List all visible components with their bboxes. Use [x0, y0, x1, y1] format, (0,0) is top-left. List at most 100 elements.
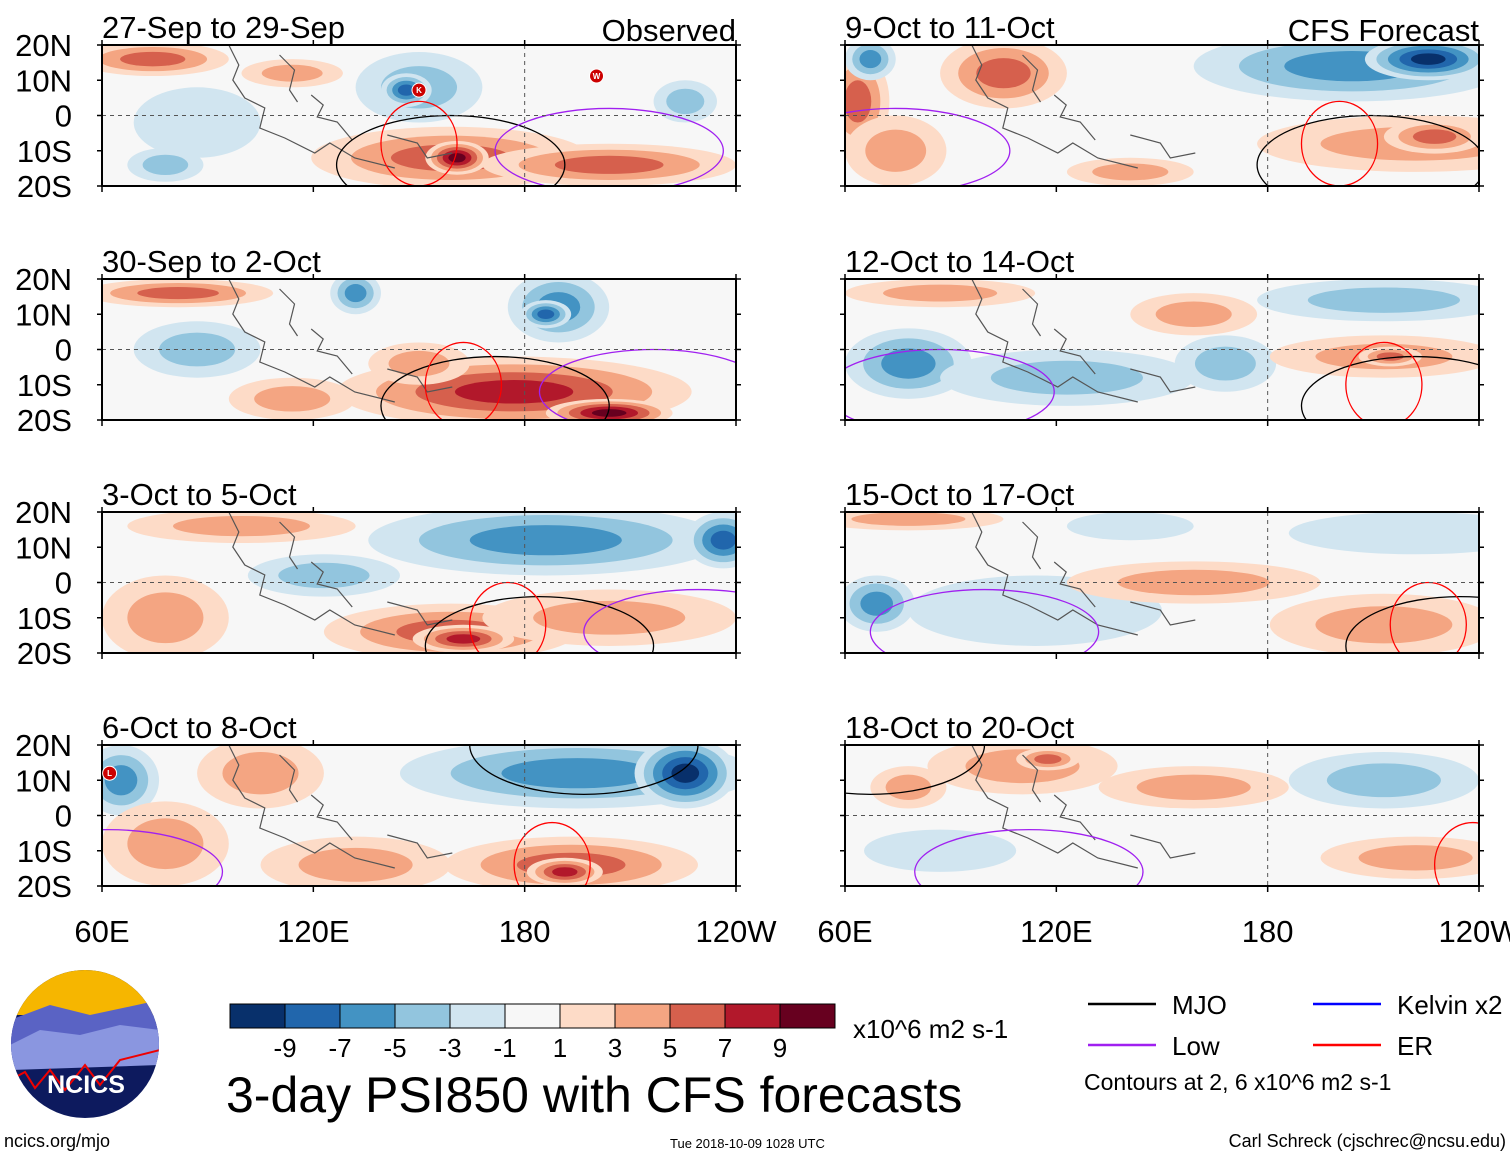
coastline	[228, 279, 453, 403]
x-tick-label: 120W	[696, 914, 778, 949]
anomaly-contour-fill	[454, 380, 574, 404]
field-layer	[845, 512, 1479, 653]
anomaly-contour-fill	[501, 758, 654, 789]
anomaly-contour-fill	[222, 752, 299, 795]
anomaly-contour-fill	[859, 50, 882, 69]
anomaly-contour-fill	[127, 818, 204, 870]
anomaly-contour-fill	[1117, 569, 1270, 596]
cyclone-marker-label: L	[107, 769, 112, 778]
anomaly-contour-fill	[533, 600, 686, 635]
anomaly-contour-fill	[1288, 512, 1479, 555]
logo-ridge	[11, 1049, 159, 1092]
colorbar-units: x10^6 m2 s-1	[853, 1014, 1009, 1044]
legend-label: Kelvin x2	[1397, 990, 1503, 1020]
column-label: Observed	[602, 13, 736, 48]
anomaly-contour-fill	[278, 562, 370, 589]
anomaly-contour-fill	[261, 64, 323, 82]
anomaly-contour-fill	[537, 309, 555, 319]
field-layer	[845, 45, 1479, 186]
wave-filter-contour	[845, 107, 1011, 186]
x-tick-label: 120W	[1439, 914, 1510, 949]
anomaly-contour-fill	[1410, 53, 1446, 65]
wave-filter-contour	[424, 341, 503, 420]
anomaly-contour-fill	[159, 332, 236, 367]
colorbar-tick-label: 3	[608, 1033, 622, 1063]
y-tick-label: 20N	[15, 262, 72, 297]
wave-filter-contour	[102, 828, 224, 886]
anomaly-contour-fill	[990, 360, 1143, 395]
wave-filter-contour	[494, 107, 724, 186]
anomaly-contour-fill	[173, 515, 310, 537]
anomaly-contour-fill	[1066, 512, 1194, 541]
colorbar-tick-label: -5	[383, 1033, 406, 1063]
panel-title: 6-Oct to 8-Oct	[102, 710, 297, 745]
colorbar-tick-label: 9	[773, 1033, 787, 1063]
panel-title: 15-Oct to 17-Oct	[845, 477, 1075, 512]
field-layer	[102, 512, 736, 653]
coastline	[971, 745, 1196, 869]
y-tick-label: 10N	[15, 63, 72, 98]
contour-note: Contours at 2, 6 x10^6 m2 s-1	[1084, 1069, 1392, 1095]
x-tick-label: 60E	[817, 914, 872, 949]
wave-filter-contour	[538, 348, 736, 420]
anomaly-contour-fill	[885, 774, 932, 800]
field-layer	[102, 45, 736, 186]
y-tick-label: 0	[55, 566, 72, 601]
anomaly-contour-fill	[851, 512, 966, 526]
colorbar-tick-label: 7	[718, 1033, 732, 1063]
colorbar-tick-label: -7	[328, 1033, 351, 1063]
colorbar-tick-label: 5	[663, 1033, 677, 1063]
legend-label: ER	[1397, 1031, 1433, 1061]
wave-filter-contour	[513, 821, 591, 886]
anomaly-contour-fill	[883, 284, 998, 302]
anomaly-contour-fill	[864, 829, 1017, 872]
anomaly-contour-fill	[133, 87, 261, 158]
y-tick-label: 10N	[15, 530, 72, 565]
colorbar-swatch	[614, 1003, 671, 1029]
legend-label: Low	[1172, 1031, 1220, 1061]
field-layer	[845, 279, 1479, 420]
wave-filter-contour	[583, 588, 736, 653]
anomaly-contour-fill	[1155, 301, 1232, 327]
wave-filter-contour	[469, 581, 547, 653]
x-tick-label: 180	[1242, 914, 1294, 949]
figure-title: 3-day PSI850 with CFS forecasts	[226, 1067, 963, 1123]
wave-filter-contour	[1433, 821, 1479, 886]
colorbar-swatch	[449, 1003, 506, 1029]
anomaly-contour-fill	[469, 525, 622, 556]
cyclone-marker-label: K	[416, 86, 422, 95]
footer-url[interactable]: ncics.org/mjo	[4, 1131, 111, 1151]
y-tick-label: 20S	[17, 636, 72, 671]
x-tick-label: 60E	[74, 914, 129, 949]
legend-label: MJO	[1172, 990, 1227, 1020]
x-tick-label: 120E	[1020, 914, 1092, 949]
anomaly-contour-fill	[1307, 287, 1460, 313]
colorbar-swatch	[504, 1003, 561, 1029]
anomaly-contour-fill	[591, 409, 627, 417]
wave-filter-contour	[1300, 355, 1479, 420]
footer-timestamp: Tue 2018-10-09 1028 UTC	[670, 1136, 825, 1151]
cyclone-marker	[589, 68, 605, 84]
anomaly-contour-fill	[120, 51, 186, 67]
cyclone-marker	[102, 765, 118, 781]
colorbar-swatch	[724, 1003, 781, 1029]
panel-title: 3-Oct to 5-Oct	[102, 477, 297, 512]
anomaly-contour-fill	[254, 386, 331, 412]
y-tick-label: 10S	[17, 834, 72, 869]
x-tick-label: 180	[499, 914, 551, 949]
anomaly-contour-fill	[397, 84, 415, 96]
panel-title: 9-Oct to 11-Oct	[845, 10, 1055, 45]
anomaly-contour-fill	[710, 530, 736, 550]
logo-art	[11, 970, 159, 1118]
anomaly-contour-fill	[552, 867, 578, 877]
colorbar-tick-label: -3	[438, 1033, 461, 1063]
colorbar-swatch	[669, 1003, 726, 1029]
cyclone-marker	[411, 82, 427, 98]
y-tick-label: 0	[55, 799, 72, 834]
y-tick-label: 10S	[17, 368, 72, 403]
anomaly-contour-fill	[666, 88, 705, 115]
anomaly-contour-fill	[137, 287, 219, 300]
